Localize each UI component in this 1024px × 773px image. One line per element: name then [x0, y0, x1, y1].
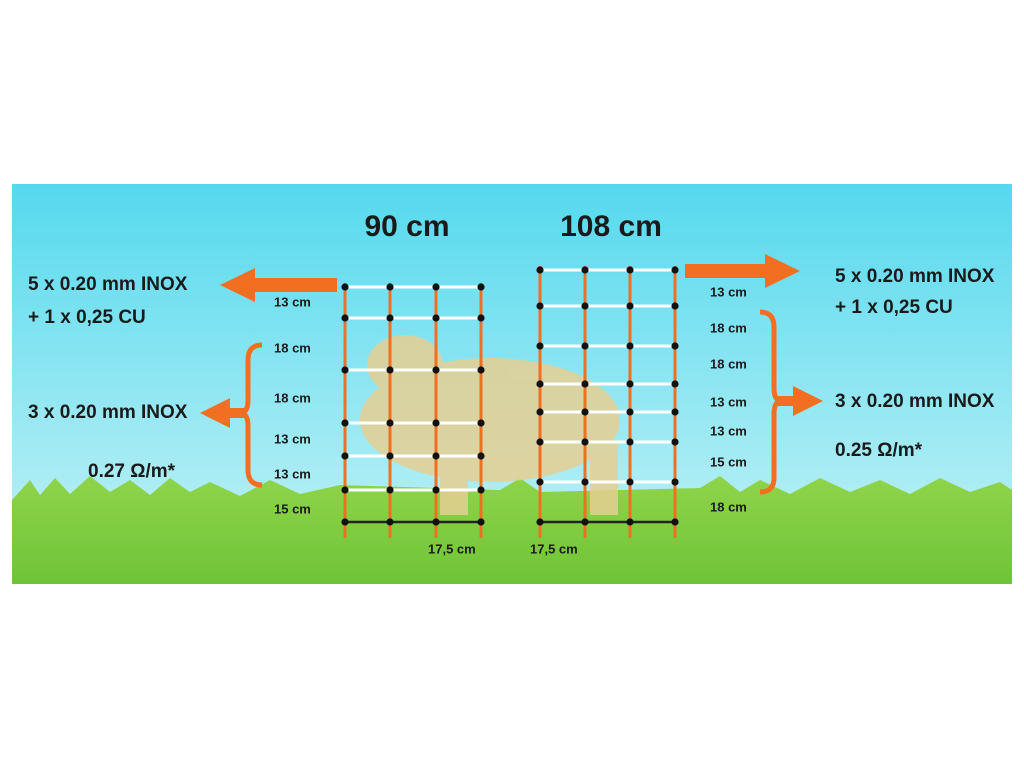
knot	[477, 314, 485, 322]
knot	[386, 314, 394, 322]
knot	[536, 478, 544, 486]
wire-spacing: 18 cm	[274, 390, 311, 405]
wire-spacing: 13 cm	[710, 284, 747, 299]
knot	[671, 342, 679, 350]
knot	[432, 452, 440, 460]
knot	[432, 366, 440, 374]
knot	[341, 486, 349, 494]
wire-spacing: 13 cm	[274, 431, 311, 446]
knot	[341, 452, 349, 460]
fences: 13 cm 18 cm 18 cm 13 cm 13 cm 15 cm 13 cm 18 cm…	[274, 266, 747, 538]
knot	[671, 302, 679, 310]
fence-height: 108 cm	[560, 210, 662, 243]
knot	[581, 438, 589, 446]
wire-spacing: 18 cm	[274, 340, 311, 355]
grass	[12, 476, 1012, 584]
lower-wires: 3 x 0.20 mm INOX	[28, 402, 188, 423]
knot	[386, 518, 394, 526]
knot	[581, 342, 589, 350]
knot	[341, 314, 349, 322]
knot	[432, 283, 440, 291]
upper-wires: 5 x 0.20 mm INOX	[28, 274, 188, 295]
wire-spacing: 13 cm	[274, 466, 311, 481]
upper-extra: + 1 x 0,25 CU	[28, 307, 146, 328]
knot	[536, 342, 544, 350]
post-spacing: 17,5 cm	[428, 541, 476, 556]
knot	[536, 518, 544, 526]
knot	[671, 438, 679, 446]
knot	[626, 266, 634, 274]
knot	[581, 518, 589, 526]
brackets	[239, 309, 783, 495]
knot	[477, 452, 485, 460]
knot	[477, 419, 485, 427]
knot	[386, 419, 394, 427]
knot	[536, 380, 544, 388]
wire-spacing: 18 cm	[710, 320, 747, 335]
knot	[671, 380, 679, 388]
knot	[477, 486, 485, 494]
upper-extra: + 1 x 0,25 CU	[835, 297, 953, 318]
wire-spacing: 18 cm	[710, 499, 747, 514]
knot	[386, 486, 394, 494]
resistance: 0.27 Ω/m*	[88, 461, 176, 482]
knot	[386, 283, 394, 291]
knot	[626, 380, 634, 388]
knot	[536, 302, 544, 310]
wire-spacing: 13 cm	[274, 294, 311, 309]
arrows	[200, 254, 823, 428]
knot	[581, 478, 589, 486]
knot	[341, 419, 349, 427]
knot	[626, 342, 634, 350]
knot	[341, 366, 349, 374]
knot	[386, 452, 394, 460]
knot	[626, 438, 634, 446]
knot	[581, 408, 589, 416]
knot	[432, 419, 440, 427]
upper-wires: 5 x 0.20 mm INOX	[835, 266, 995, 287]
knot	[386, 366, 394, 374]
knot	[477, 283, 485, 291]
knot	[671, 408, 679, 416]
wire-spacing: 18 cm	[710, 356, 747, 371]
wire-spacing: 15 cm	[710, 454, 747, 469]
wire-spacing: 13 cm	[710, 423, 747, 438]
knot	[432, 486, 440, 494]
knot	[671, 266, 679, 274]
knot	[536, 408, 544, 416]
knot	[341, 283, 349, 291]
sheep	[360, 335, 620, 515]
knot	[432, 518, 440, 526]
knot	[626, 408, 634, 416]
knot	[341, 518, 349, 526]
lower-wires: 3 x 0.20 mm INOX	[835, 391, 995, 412]
knot	[477, 518, 485, 526]
knot	[581, 302, 589, 310]
knot	[536, 266, 544, 274]
knot	[626, 302, 634, 310]
knot	[626, 478, 634, 486]
wire-spacing: 13 cm	[710, 394, 747, 409]
knot	[536, 438, 544, 446]
resistance: 0.25 Ω/m*	[835, 440, 923, 461]
post-spacing: 17,5 cm	[530, 541, 578, 556]
fence-height: 90 cm	[364, 210, 449, 243]
knot	[581, 266, 589, 274]
knot	[432, 314, 440, 322]
knot	[626, 518, 634, 526]
knot	[671, 518, 679, 526]
knot	[477, 366, 485, 374]
wire-spacing: 15 cm	[274, 501, 311, 516]
knot	[671, 478, 679, 486]
knot	[581, 380, 589, 388]
